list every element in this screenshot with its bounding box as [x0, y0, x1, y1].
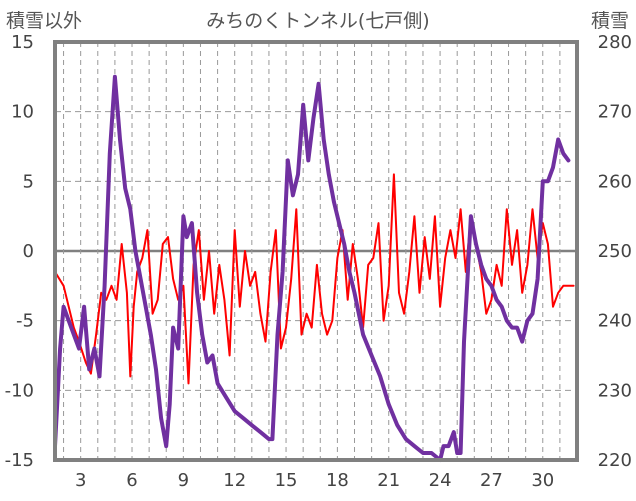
x-tick-label: 15 [275, 470, 298, 491]
left-tick-label: 15 [11, 32, 34, 53]
x-tick-label: 6 [126, 470, 137, 491]
right-axis-label: 積雪 [591, 10, 629, 32]
right-tick-label: 230 [598, 380, 632, 401]
left-tick-labels: 15 10 5 0 -5 -10 -15 [5, 32, 34, 471]
left-tick-label: 5 [23, 171, 34, 192]
left-tick-label: -15 [5, 450, 34, 471]
x-tick-label: 12 [223, 470, 246, 491]
chart-title: みちのくトンネル(七戸側) [206, 10, 429, 32]
x-tick-label: 24 [429, 470, 452, 491]
x-tick-label: 21 [377, 470, 400, 491]
x-tick-label: 3 [75, 470, 86, 491]
series-group [53, 74, 575, 462]
right-tick-label: 240 [598, 311, 632, 332]
left-tick-label: 10 [11, 102, 34, 123]
left-tick-label: 0 [23, 241, 34, 262]
left-tick-label: -5 [16, 311, 34, 332]
right-tick-label: 280 [598, 32, 632, 53]
right-tick-label: 260 [598, 171, 632, 192]
x-tick-label: 30 [531, 470, 554, 491]
x-tick-label: 27 [480, 470, 503, 491]
x-tick-label: 18 [326, 470, 349, 491]
right-tick-label: 220 [598, 450, 632, 471]
x-tick-label: 9 [178, 470, 189, 491]
left-axis-label: 積雪以外 [6, 10, 82, 32]
right-tick-label: 250 [598, 241, 632, 262]
plot-frame [53, 40, 579, 462]
temperature-line [54, 173, 575, 385]
right-tick-label: 270 [598, 102, 632, 123]
x-tick-labels: 3 6 9 12 15 18 21 24 27 30 [75, 470, 554, 491]
right-tick-labels: 280 270 260 250 240 230 220 [598, 32, 632, 471]
left-tick-label: -10 [5, 380, 34, 401]
snow-depth-line [53, 74, 571, 462]
